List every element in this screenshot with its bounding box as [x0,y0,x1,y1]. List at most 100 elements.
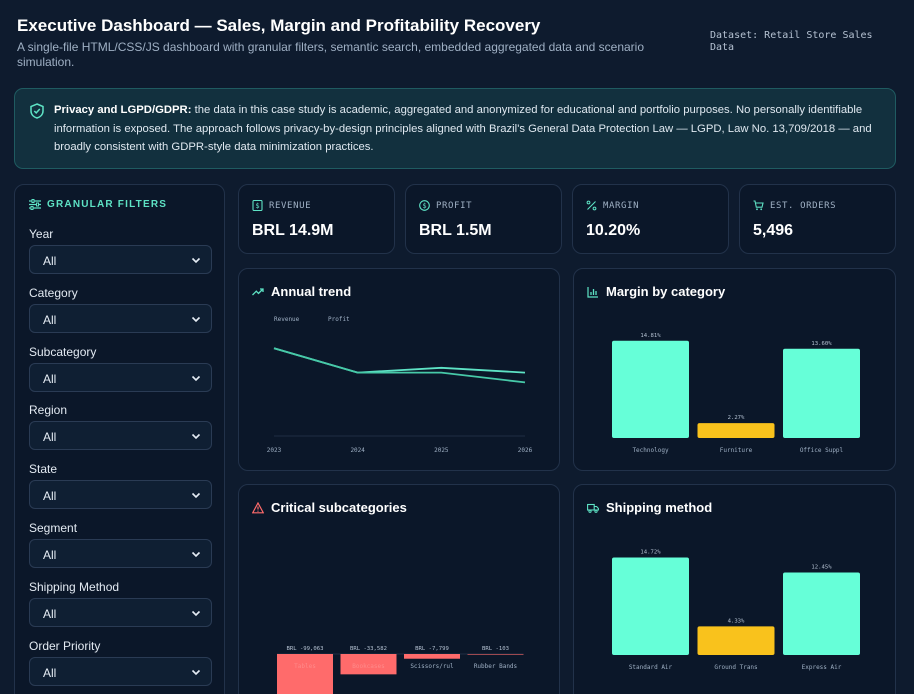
annual-trend-panel: Annual trend Revenue Profit 2023 2024 2025 20… [238,268,560,471]
page-title: Executive Dashboard — Sales, Margin and … [17,16,541,35]
data-label: BRL -7,799 [415,646,449,652]
bar [467,654,524,655]
percent-icon [586,200,597,211]
filter-select-value: All [43,548,57,562]
filter-label: Segment [29,521,78,535]
filter-select-state[interactable]: All [29,480,212,509]
x-tick-label: Rubber Bands [474,663,518,670]
filter-select-subcategory[interactable]: All [29,363,212,392]
bar [612,340,689,438]
kpi-value: 5,496 [753,222,794,239]
filters-panel: GRANULAR FILTERS Year All Category All Subca… [14,184,225,694]
margin-by-category-panel: Margin by category 14.81% Technology 2.27%… [573,268,896,471]
filter-label: Category [29,286,78,300]
privacy-body: the data in this case study is academic,… [54,104,872,153]
x-tick-label: Furniture [720,447,753,454]
cart-icon [753,200,764,211]
chevron-down-icon [191,257,201,264]
filter-select-order-priority[interactable]: All [29,657,212,686]
filter-label: State [29,462,58,476]
kpi-card-orders: EST. ORDERS 5,496 [739,184,896,254]
privacy-heading: Privacy and LGPD/GDPR: [54,104,192,116]
x-tick-label: Scissors/rul [410,663,454,670]
bar [404,654,460,659]
filter-select-value: All [43,372,57,386]
x-tick-label: Tables [294,663,316,670]
data-label: 14.81% [640,333,661,339]
shipping-method-panel: Shipping method 14.72% Standard Air 4.33% G… [573,484,896,694]
filters-heading: GRANULAR FILTERS [29,199,167,210]
filter-select-value: All [43,254,57,268]
panel-title: Margin by category [606,284,726,299]
filter-select-shipping-method[interactable]: All [29,598,212,627]
chevron-down-icon [191,610,201,617]
sliders-icon [29,199,41,210]
bar [697,626,775,655]
filter-select-value: All [43,666,57,680]
kpi-value: 10.20% [586,222,641,239]
filter-label: Subcategory [29,345,97,359]
data-label: 14.72% [640,549,661,555]
kpi-card-profit: $ PROFIT BRL 1.5M [405,184,562,254]
bar [612,557,689,655]
dashboard-header: Executive Dashboard — Sales, Margin and … [17,14,897,76]
filter-select-year[interactable]: All [29,245,212,274]
filter-label: Shipping Method [29,580,120,594]
shipping-method-chart: 14.72% Standard Air 4.33% Ground Trans 12.45… [612,549,860,671]
x-tick-label: Bookcases [352,663,385,670]
chevron-down-icon [191,492,201,499]
series-line-revenue [273,347,526,374]
x-tick-label: 2023 [267,447,282,454]
panel-title: Annual trend [271,284,352,299]
chevron-down-icon [191,551,201,558]
data-label: BRL -33,582 [350,646,387,652]
warning-triangle-icon [252,502,264,514]
kpi-card-revenue: $ REVENUE BRL 14.9M [238,184,395,254]
data-label: BRL -103 [482,646,509,652]
x-tick-label: Standard Air [629,664,673,671]
data-label: 4.33% [728,618,745,624]
privacy-notice: Privacy and LGPD/GDPR: the data in this … [14,88,896,169]
data-label: 13.60% [811,341,832,347]
svg-text:$: $ [255,202,259,210]
filter-label: Order Priority [29,639,101,653]
filter-select-region[interactable]: All [29,421,212,450]
svg-text:$: $ [422,202,426,210]
x-tick-label: Office Suppl [800,447,844,454]
panel-title: Shipping method [606,500,713,515]
critical-subcategories-chart: BRL -99,063 Tables BRL -33,582 Bookcases BRL… [277,646,524,694]
bar [783,572,860,655]
filter-select-segment[interactable]: All [29,539,212,568]
filter-label: Region [29,403,68,417]
filter-select-value: All [43,607,57,621]
margin-by-category-chart: 14.81% Technology 2.27% Furniture 13.60% Offi… [612,333,860,454]
data-label: BRL -99,063 [286,646,323,652]
shield-check-icon [30,103,44,119]
truck-icon [587,503,599,513]
x-tick-label: Ground Trans [714,664,758,671]
series-line-profit [273,347,526,384]
filter-select-category[interactable]: All [29,304,212,333]
chevron-down-icon [191,316,201,323]
x-tick-label: 2025 [434,447,449,454]
data-label: 2.27% [728,415,745,421]
trending-up-icon [252,288,264,296]
legend-label: Profit [328,316,350,323]
filter-select-value: All [43,430,57,444]
chevron-down-icon [191,375,201,382]
revenue-icon: $ [252,200,263,211]
bar [340,654,397,675]
x-tick-label: 2024 [350,447,365,454]
filter-label: Year [29,227,54,241]
bar-chart-icon [587,287,598,298]
dollar-circle-icon: $ [419,200,430,211]
x-tick-label: 2026 [518,447,533,454]
kpi-value: BRL 14.9M [252,222,334,239]
bar [783,348,860,438]
kpi-label: MARGIN [603,201,640,211]
legend-label: Revenue [274,316,300,323]
filter-select-value: All [43,489,57,503]
chevron-down-icon [191,669,201,676]
kpi-card-margin: MARGIN 10.20% [572,184,729,254]
kpi-label: PROFIT [436,201,473,211]
